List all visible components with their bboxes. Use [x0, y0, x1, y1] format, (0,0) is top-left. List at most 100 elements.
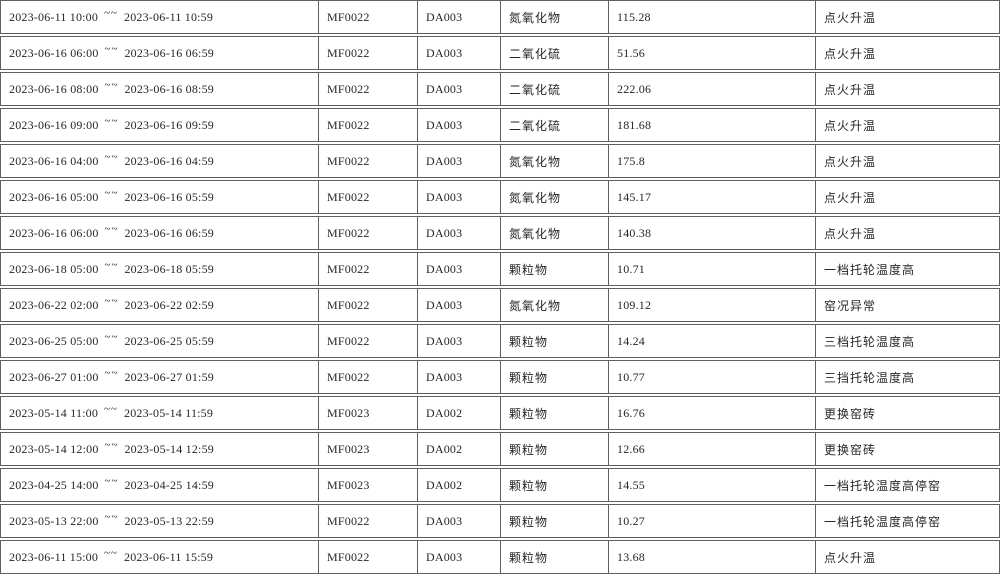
- time-end: 2023-06-16 04:59: [124, 153, 214, 168]
- cell-device-code: DA003: [418, 505, 501, 537]
- cell-device-code: DA003: [418, 73, 501, 105]
- tilde-separator: ~~: [104, 331, 119, 343]
- time-start: 2023-06-25 05:00: [9, 333, 99, 348]
- cell-time-range: 2023-06-27 01:00 ~~ 2023-06-27 01:59: [1, 361, 319, 393]
- cell-time-range: 2023-06-22 02:00 ~~ 2023-06-22 02:59: [1, 289, 319, 321]
- cell-pollutant: 氮氧化物: [501, 1, 609, 33]
- tilde-separator: ~~: [104, 187, 119, 199]
- cell-device-code: DA002: [418, 469, 501, 501]
- cell-value: 14.55: [609, 469, 816, 501]
- table-row[interactable]: 2023-06-16 08:00 ~~ 2023-06-16 08:59 MF002…: [0, 72, 1000, 106]
- table-row[interactable]: 2023-06-27 01:00 ~~ 2023-06-27 01:59 MF002…: [0, 360, 1000, 394]
- cell-pollutant: 氮氧化物: [501, 145, 609, 177]
- time-end: 2023-06-11 10:59: [124, 9, 214, 24]
- cell-station-code: MF0022: [319, 541, 418, 573]
- cell-time-range: 2023-06-16 04:00 ~~ 2023-06-16 04:59: [1, 145, 319, 177]
- time-end: 2023-05-14 12:59: [124, 441, 214, 456]
- tilde-separator: ~~: [104, 79, 119, 91]
- cell-value: 145.17: [609, 181, 816, 213]
- cell-pollutant: 颗粒物: [501, 253, 609, 285]
- cell-status-reason: 一档托轮温度高停窑: [824, 514, 942, 529]
- table-row[interactable]: 2023-05-14 11:00 ~~ 2023-05-14 11:59 MF002…: [0, 396, 1000, 430]
- cell-pollutant: 二氧化硫: [501, 73, 609, 105]
- table-row[interactable]: 2023-06-25 05:00 ~~ 2023-06-25 05:59 MF002…: [0, 324, 1000, 358]
- time-end: 2023-06-16 06:59: [124, 45, 214, 60]
- cell-status-reason: 三档托轮温度高: [824, 334, 916, 349]
- time-start: 2023-06-16 06:00: [9, 45, 99, 60]
- cell-pollutant: 颗粒物: [501, 361, 609, 393]
- cell-time-range: 2023-06-25 05:00 ~~ 2023-06-25 05:59: [1, 325, 319, 357]
- cell-pollutant: 颗粒物: [501, 433, 609, 465]
- cell-value: 115.28: [609, 1, 816, 33]
- cell-status-reason: 更换窑砖: [824, 442, 877, 457]
- tilde-separator: ~~: [104, 511, 119, 523]
- table-row[interactable]: 2023-04-25 14:00 ~~ 2023-04-25 14:59 MF002…: [0, 468, 1000, 502]
- time-start: 2023-06-16 06:00: [9, 225, 99, 240]
- table-row[interactable]: 2023-06-16 06:00 ~~ 2023-06-16 06:59 MF002…: [0, 36, 1000, 70]
- cell-device-code: DA003: [418, 541, 501, 573]
- cell-station-code: MF0022: [319, 73, 418, 105]
- table-row[interactable]: 2023-06-18 05:00 ~~ 2023-06-18 05:59 MF002…: [0, 252, 1000, 286]
- cell-device-code: DA003: [418, 1, 501, 33]
- cell-time-range: 2023-06-11 10:00 ~~ 2023-06-11 10:59: [1, 1, 319, 33]
- cell-device-code: DA003: [418, 181, 501, 213]
- cell-value: 175.8: [609, 145, 816, 177]
- cell-status-reason: 点火升温: [824, 550, 877, 565]
- time-end: 2023-06-16 06:59: [124, 225, 214, 240]
- cell-time-range: 2023-06-18 05:00 ~~ 2023-06-18 05:59: [1, 253, 319, 285]
- time-start: 2023-06-22 02:00: [9, 297, 99, 312]
- cell-device-code: DA003: [418, 253, 501, 285]
- cell-device-code: DA003: [418, 289, 501, 321]
- table-row[interactable]: 2023-06-16 04:00 ~~ 2023-06-16 04:59 MF002…: [0, 144, 1000, 178]
- tilde-separator: ~~: [104, 475, 119, 487]
- table-row[interactable]: 2023-05-13 22:00 ~~ 2023-05-13 22:59 MF002…: [0, 504, 1000, 538]
- table-row[interactable]: 2023-06-16 05:00 ~~ 2023-06-16 05:59 MF002…: [0, 180, 1000, 214]
- cell-device-code: DA003: [418, 217, 501, 249]
- cell-value: 140.38: [609, 217, 816, 249]
- cell-device-code: DA003: [418, 361, 501, 393]
- cell-device-code: DA003: [418, 109, 501, 141]
- cell-time-range: 2023-06-16 08:00 ~~ 2023-06-16 08:59: [1, 73, 319, 105]
- time-end: 2023-06-27 01:59: [124, 369, 214, 384]
- tilde-separator: ~~: [104, 151, 119, 163]
- time-end: 2023-06-16 05:59: [124, 189, 214, 204]
- time-end: 2023-04-25 14:59: [124, 477, 214, 492]
- time-end: 2023-06-11 15:59: [124, 549, 214, 564]
- cell-value: 13.68: [609, 541, 816, 573]
- cell-pollutant: 颗粒物: [501, 505, 609, 537]
- table-row[interactable]: 2023-06-16 09:00 ~~ 2023-06-16 09:59 MF002…: [0, 108, 1000, 142]
- tilde-separator: ~~: [104, 403, 118, 415]
- time-start: 2023-06-11 15:00: [9, 549, 99, 564]
- tilde-separator: ~~: [104, 43, 119, 55]
- table-row[interactable]: 2023-06-11 15:00 ~~ 2023-06-11 15:59 MF002…: [0, 540, 1000, 574]
- table-row[interactable]: 2023-06-16 06:00 ~~ 2023-06-16 06:59 MF002…: [0, 216, 1000, 250]
- time-start: 2023-06-11 10:00: [9, 9, 99, 24]
- cell-station-code: MF0022: [319, 145, 418, 177]
- cell-status-reason: 点火升温: [824, 118, 877, 133]
- time-end: 2023-05-13 22:59: [124, 513, 214, 528]
- time-start: 2023-05-14 11:00: [9, 405, 99, 420]
- cell-device-code: DA003: [418, 37, 501, 69]
- cell-device-code: DA002: [418, 397, 501, 429]
- table-row[interactable]: 2023-06-22 02:00 ~~ 2023-06-22 02:59 MF002…: [0, 288, 1000, 322]
- cell-status-reason: 窑况异常: [824, 298, 877, 313]
- cell-time-range: 2023-06-11 15:00 ~~ 2023-06-11 15:59: [1, 541, 319, 573]
- cell-station-code: MF0023: [319, 469, 418, 501]
- cell-device-code: DA002: [418, 433, 501, 465]
- time-start: 2023-04-25 14:00: [9, 477, 99, 492]
- table-row[interactable]: 2023-05-14 12:00 ~~ 2023-05-14 12:59 MF002…: [0, 432, 1000, 466]
- cell-pollutant: 氮氧化物: [501, 217, 609, 249]
- cell-status-reason: 一档托轮温度高停窑: [824, 478, 942, 493]
- cell-time-range: 2023-06-16 05:00 ~~ 2023-06-16 05:59: [1, 181, 319, 213]
- cell-station-code: MF0022: [319, 505, 418, 537]
- time-start: 2023-06-16 04:00: [9, 153, 99, 168]
- tilde-separator: ~~: [104, 439, 119, 451]
- cell-station-code: MF0022: [319, 109, 418, 141]
- time-end: 2023-06-22 02:59: [124, 297, 214, 312]
- table-row[interactable]: 2023-06-11 10:00 ~~ 2023-06-11 10:59 MF002…: [0, 0, 1000, 34]
- cell-value: 51.56: [609, 37, 816, 69]
- cell-status-reason: 点火升温: [824, 190, 877, 205]
- cell-station-code: MF0022: [319, 325, 418, 357]
- cell-status-reason: 一档托轮温度高: [824, 262, 916, 277]
- cell-station-code: MF0023: [319, 397, 418, 429]
